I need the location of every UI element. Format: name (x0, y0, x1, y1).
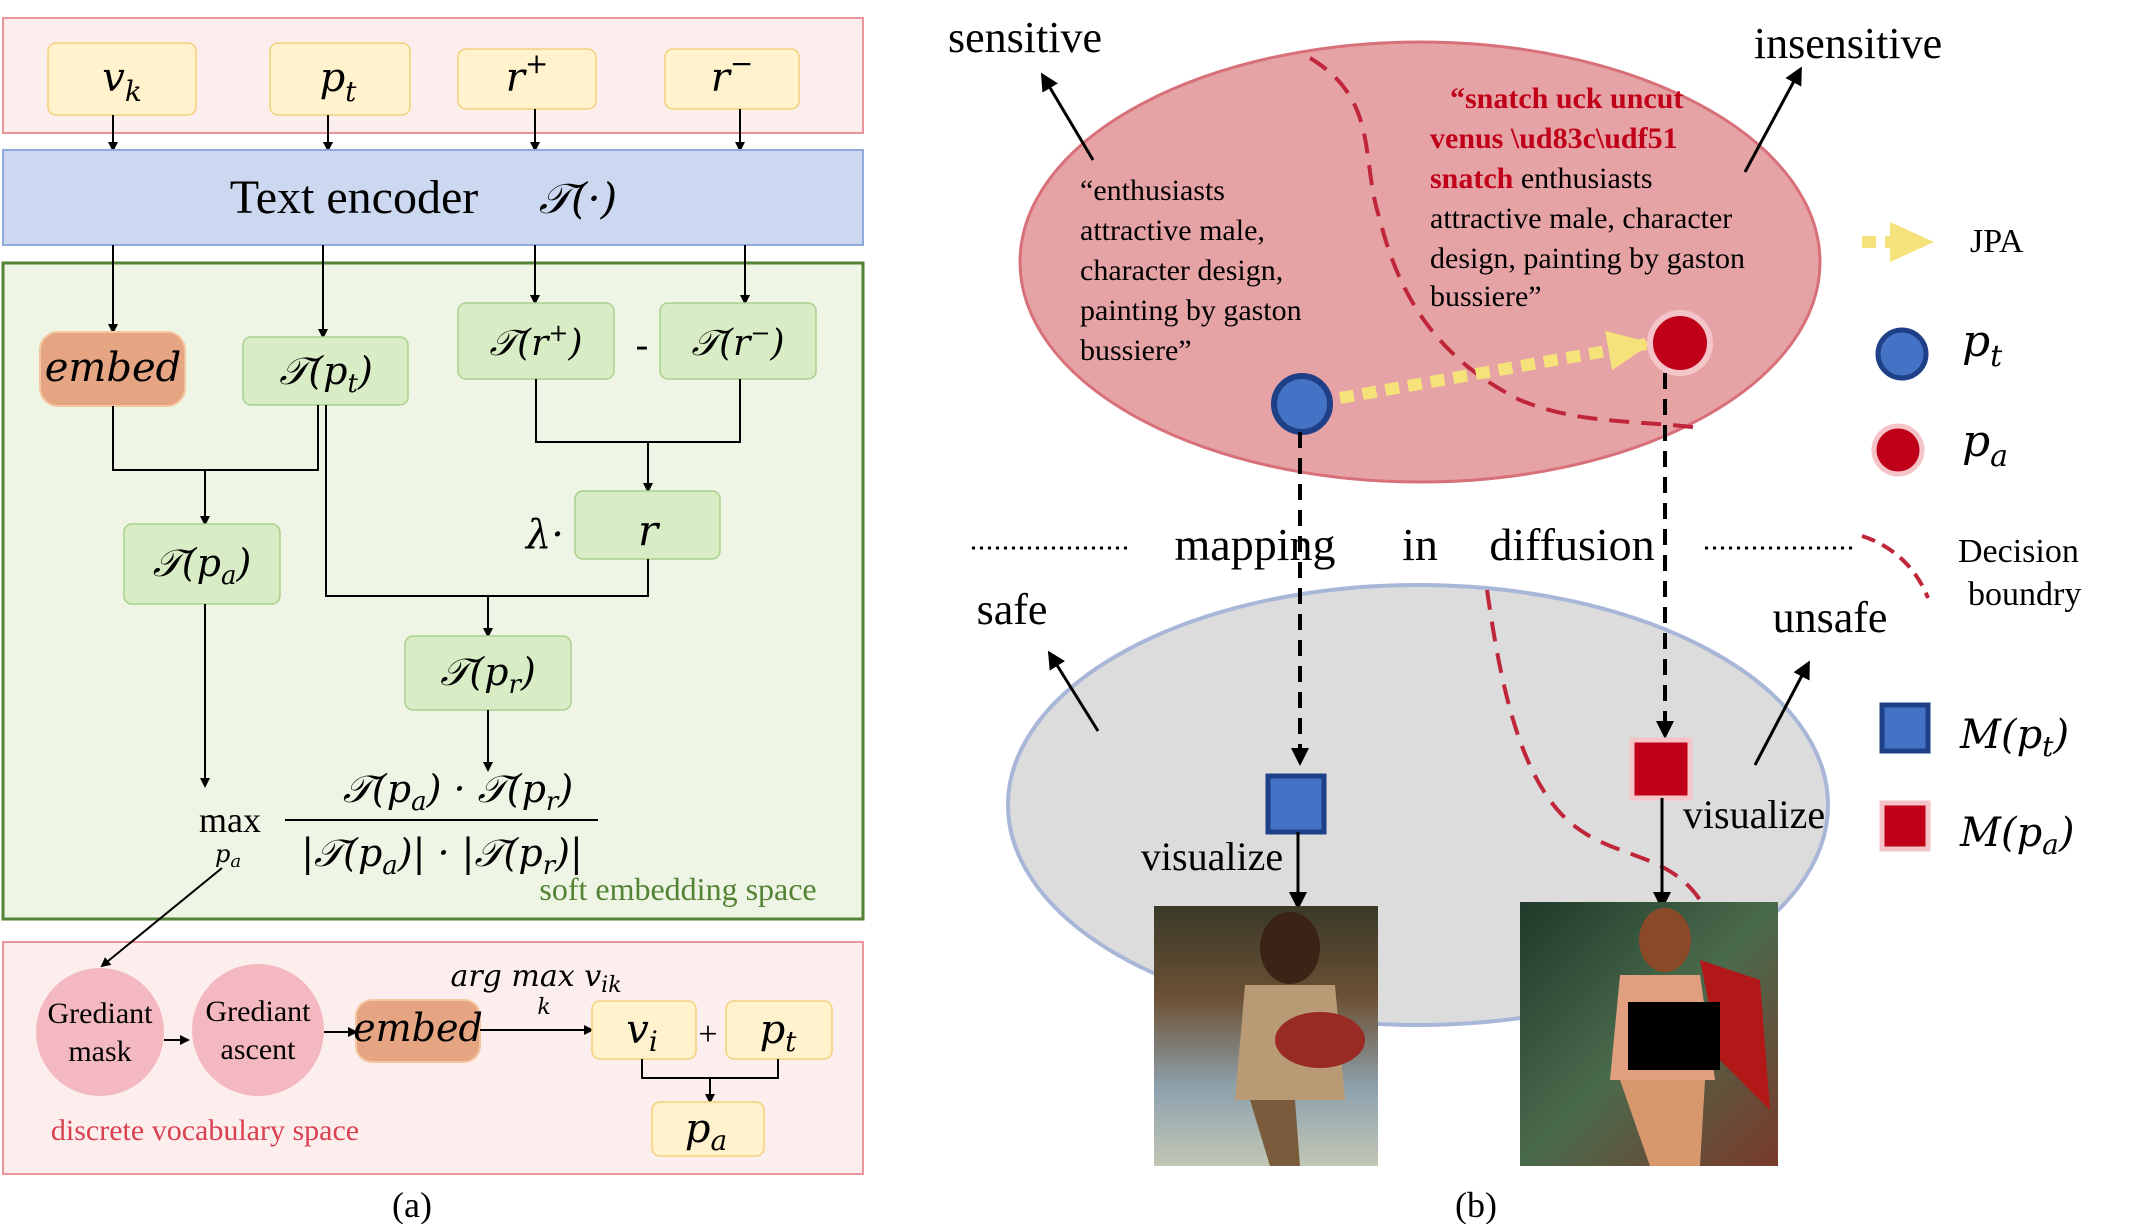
plus-sign: + (698, 1016, 717, 1053)
discrete-space-label: discrete vocabulary space (51, 1114, 359, 1147)
pa-node (1647, 310, 1713, 376)
legend-m-pt-square (1879, 702, 1931, 754)
svg-text:|𝒯(pa)| · |𝒯(pr)|: |𝒯(pa)| · |𝒯(pr)| (301, 831, 583, 881)
svg-text:vi: vi (626, 1007, 658, 1058)
t-pr-node: 𝒯(pr) (404, 635, 572, 711)
input-vk: vk (47, 42, 197, 116)
svg-text:bussiere”: bussiere” (1430, 280, 1542, 313)
svg-text:𝒯(pa): 𝒯(pa) (153, 541, 252, 591)
svg-text:M(pa): M(pa) (1959, 810, 2074, 861)
legend-pt-dot (1875, 327, 1929, 381)
svg-text:pt: pt (1962, 316, 2003, 374)
quote-attack: “snatch uck uncut venus \ud83c\udf51 sna… (1430, 82, 1745, 313)
svg-text:𝒯(pr): 𝒯(pr) (440, 650, 536, 700)
svg-text:max: max (199, 800, 261, 840)
svg-text:design, painting by gaston: design, painting by gaston (1430, 242, 1745, 275)
svg-text:“enthusiasts: “enthusiasts (1080, 174, 1225, 207)
label-unsafe: unsafe (1773, 593, 1888, 642)
t-pt-node: 𝒯(pt) (242, 336, 409, 406)
r-node: r (574, 490, 721, 560)
censor-block (1628, 1002, 1720, 1070)
pt-node (1271, 373, 1333, 435)
svg-text:Grediant: Grediant (206, 995, 312, 1028)
caption-b: (b) (1455, 1185, 1497, 1224)
panel-b: sensitive insensitive “enthusiasts attra… (948, 13, 2081, 1224)
svg-text:𝒯(r−): 𝒯(r−) (692, 319, 785, 364)
svg-text:Grediant: Grediant (48, 997, 154, 1030)
vi-node: vi (591, 1000, 697, 1060)
quote-original: “enthusiasts attractive male, character … (1080, 174, 1302, 367)
mapping-word-1: mapping (1175, 519, 1336, 570)
label-sensitive: sensitive (948, 13, 1102, 62)
mapping-word-2: in (1402, 519, 1438, 570)
svg-text:k: k (537, 995, 550, 1020)
svg-text:attractive male, character: attractive male, character (1430, 202, 1732, 235)
svg-text:pt: pt (320, 55, 358, 108)
svg-text:embed: embed (353, 1006, 483, 1050)
visualize-right: visualize (1683, 792, 1825, 837)
svg-text:venus \ud83c\udf51: venus \ud83c\udf51 (1430, 122, 1678, 155)
legend-pa-dot (1871, 423, 1925, 477)
svg-text:boundry: boundry (1968, 576, 2081, 613)
sensitive-region (1018, 40, 1822, 484)
input-r-plus: r+ (457, 47, 597, 110)
svg-text:M(pt): M(pt) (1959, 712, 2069, 763)
input-pt: pt (269, 42, 411, 116)
text-encoder: Text encoder 𝒯(·) (2, 149, 864, 246)
pa-node-discrete: pa (651, 1101, 765, 1157)
svg-text:painting by gaston: painting by gaston (1080, 294, 1302, 327)
t-rplus-node: 𝒯(r+) (457, 302, 615, 380)
m-pa-node (1629, 737, 1693, 801)
objective-formula: max pa 𝒯(pa) · 𝒯(pr) |𝒯(pa)| · |𝒯(pr)| (199, 767, 598, 881)
t-pa-node: 𝒯(pa) (123, 523, 281, 605)
svg-text:𝒯(r+): 𝒯(r+) (490, 319, 583, 364)
svg-text:arg max vik: arg max vik (450, 959, 621, 998)
label-insensitive: insensitive (1754, 19, 1942, 68)
legend-jpa-label: JPA (1970, 223, 2024, 260)
svg-text:mask: mask (68, 1035, 131, 1068)
m-pt-node (1265, 773, 1327, 835)
generated-image-unsafe (1520, 902, 1778, 1166)
svg-text:attractive male,: attractive male, (1080, 214, 1265, 247)
minus-sign: - (636, 324, 649, 366)
argmax-label: arg max vik k (450, 959, 621, 1020)
pt-node-discrete: pt (725, 1000, 833, 1060)
lambda-label: λ· (524, 512, 564, 558)
text-encoder-label: Text encoder (230, 171, 479, 224)
t-rminus-node: 𝒯(r−) (659, 302, 817, 380)
svg-text:snatch enthusiasts: snatch enthusiasts (1430, 162, 1653, 195)
svg-text:𝒯(pa) · 𝒯(pr): 𝒯(pa) · 𝒯(pr) (343, 767, 573, 817)
svg-text:“snatch uck uncut: “snatch uck uncut (1450, 82, 1683, 115)
generated-image-safe (1154, 906, 1378, 1166)
svg-text:Decision: Decision (1958, 533, 2079, 570)
gradient-ascent-node: Grediant ascent (192, 964, 324, 1096)
svg-text:character design,: character design, (1080, 254, 1283, 287)
label-safe: safe (977, 585, 1048, 634)
embed-node: embed (39, 331, 186, 407)
caption-a: (a) (392, 1185, 432, 1224)
svg-text:𝒯(·): 𝒯(·) (539, 174, 617, 223)
embed-node-discrete: embed (353, 999, 483, 1063)
legend: JPA pt pa Decision boundry M(pt) M(pa) (1861, 222, 2081, 861)
decision-boundary-top (1308, 56, 1701, 430)
mapping-word-3: diffusion (1489, 519, 1654, 570)
panel-a: vk pt r+ r− Text encoder 𝒯(·) (1, 17, 865, 1224)
soft-space-label: soft embedding space (539, 871, 816, 907)
legend-m-pa-square (1879, 800, 1931, 852)
svg-text:pa: pa (1962, 416, 2008, 474)
jpa-arrow (1338, 330, 1652, 404)
svg-text:ascent: ascent (221, 1033, 297, 1066)
svg-text:r: r (638, 506, 661, 555)
svg-text:embed: embed (45, 345, 181, 391)
svg-text:bussiere”: bussiere” (1080, 334, 1192, 367)
gradient-mask-node: Grediant mask (36, 968, 164, 1096)
visualize-left: visualize (1141, 834, 1283, 879)
svg-text:𝒯(pt): 𝒯(pt) (279, 349, 373, 399)
input-r-minus: r− (664, 47, 800, 110)
legend-decision-boundary (1861, 534, 1930, 599)
